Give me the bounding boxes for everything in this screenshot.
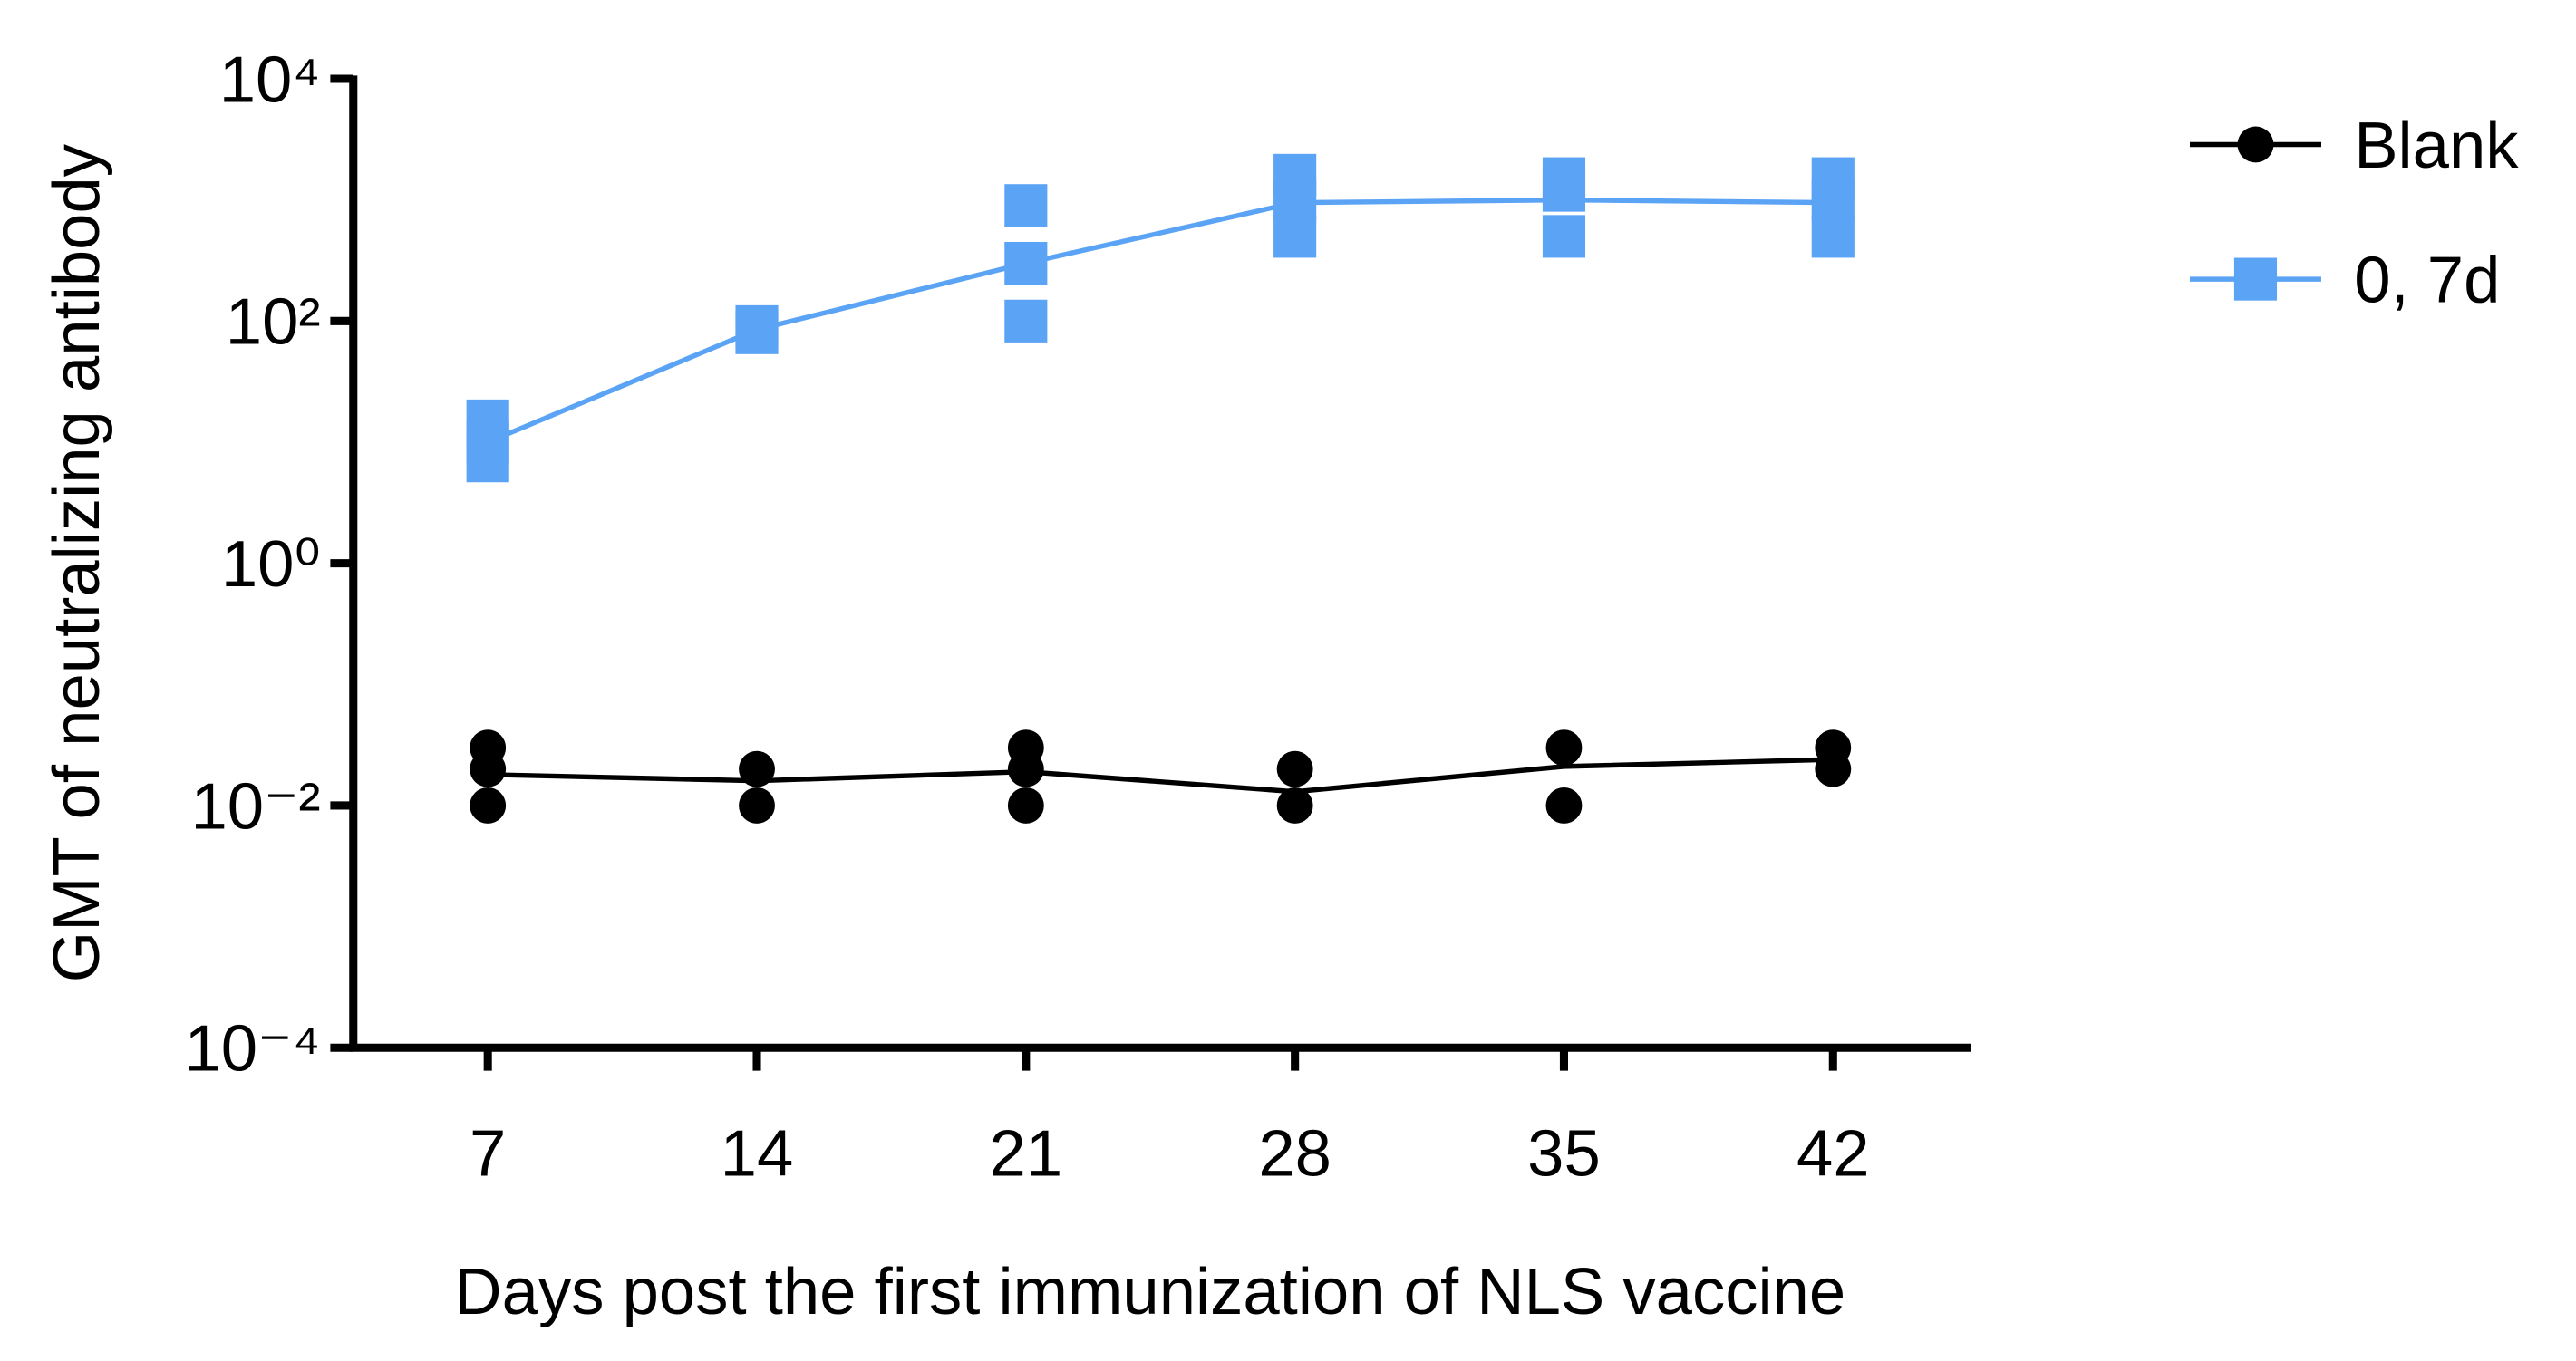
legend-label: Blank xyxy=(2354,109,2519,182)
data-point xyxy=(1542,169,1586,212)
data-point xyxy=(1276,750,1313,787)
data-point xyxy=(1273,215,1317,258)
x-axis-title: Days post the first immunization of NLS … xyxy=(454,1255,1845,1328)
series-line xyxy=(487,197,1834,445)
x-tick-label: 14 xyxy=(721,1117,794,1191)
y-tick-label: 10⁴ xyxy=(219,43,321,116)
series-line xyxy=(488,757,1834,795)
data-point xyxy=(1004,241,1048,285)
x-tick-label: 35 xyxy=(1527,1117,1601,1191)
data-point xyxy=(1811,179,1855,222)
legend-marker xyxy=(2237,126,2274,163)
data-point xyxy=(470,750,507,787)
data-point xyxy=(1276,787,1313,824)
legend-label: 0, 7d xyxy=(2354,243,2500,316)
x-tick-label: 21 xyxy=(990,1117,1063,1191)
data-point xyxy=(735,311,779,354)
data-point xyxy=(739,750,775,787)
data-point xyxy=(1815,750,1852,787)
x-tick-label: 42 xyxy=(1796,1117,1870,1191)
data-point xyxy=(1004,184,1048,227)
data-point xyxy=(1004,299,1048,343)
data-point xyxy=(1545,729,1583,767)
y-tick-label: 10⁻⁴ xyxy=(184,1012,320,1086)
y-tick-label: 10⁻² xyxy=(190,769,320,843)
data-point xyxy=(739,787,775,824)
data-point xyxy=(1273,179,1317,222)
legend-marker xyxy=(2233,257,2278,301)
y-axis-title: GMT of neutralizing antibody xyxy=(40,143,113,982)
y-tick-label: 10² xyxy=(226,285,321,359)
data-point xyxy=(470,787,507,824)
data-point xyxy=(466,439,509,483)
data-point xyxy=(1542,215,1586,258)
x-tick-label: 28 xyxy=(1258,1117,1332,1191)
data-point xyxy=(1811,215,1855,258)
data-point xyxy=(1545,787,1583,824)
x-tick-label: 7 xyxy=(470,1117,506,1191)
y-tick-label: 10⁰ xyxy=(221,527,321,601)
data-point xyxy=(1007,750,1044,787)
data-point xyxy=(1007,787,1044,824)
